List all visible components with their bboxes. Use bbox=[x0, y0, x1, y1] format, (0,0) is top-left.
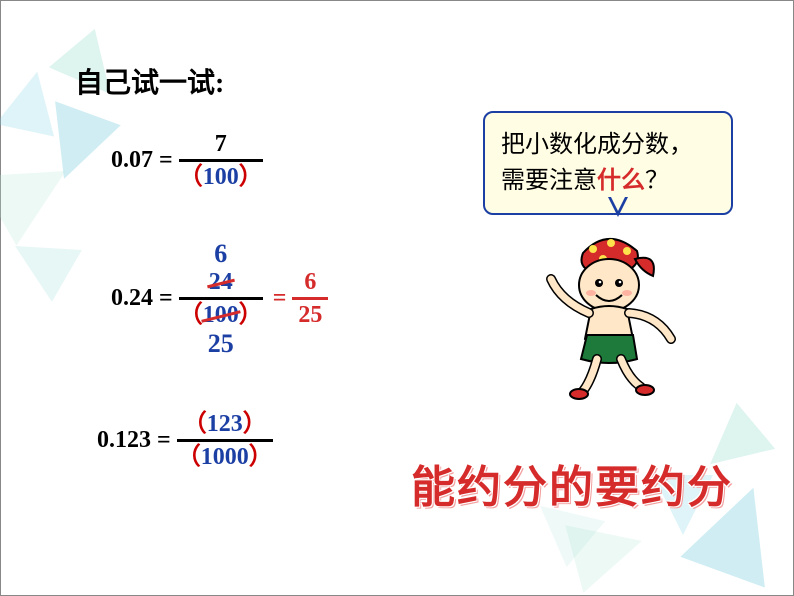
eq2-fraction: 24 （100） bbox=[179, 269, 263, 329]
eq2-result-den: 25 bbox=[298, 302, 322, 328]
eq1-fraction: 7 （100） bbox=[179, 131, 263, 191]
equals-sign: = bbox=[273, 285, 287, 312]
eq1-denominator: （100） bbox=[179, 164, 263, 190]
eq3-lhs: 0.123 bbox=[97, 427, 151, 454]
speech-line2-b: ？ bbox=[645, 168, 669, 194]
speech-line1: 把小数化成分数， bbox=[501, 132, 693, 158]
conclusion-text: 能约分的要约分 bbox=[411, 451, 733, 515]
speech-line2-a: 需要注意 bbox=[501, 168, 597, 194]
equals-sign: = bbox=[157, 427, 171, 454]
eq2-denominator: （100） bbox=[179, 302, 263, 328]
eq2-reduced-bottom: 25 bbox=[179, 329, 263, 359]
equals-sign: = bbox=[159, 147, 173, 174]
eq1-numerator: 7 bbox=[215, 131, 227, 157]
eq2-reduced-top: 6 bbox=[179, 239, 263, 269]
eq3-numerator: （123） bbox=[183, 411, 267, 437]
cartoon-child-icon bbox=[533, 231, 683, 401]
equation-1: 0.07 = 7 （100） bbox=[111, 131, 263, 191]
equation-3: 0.123 = （123） （1000） bbox=[97, 411, 273, 471]
equals-sign: = bbox=[159, 285, 173, 312]
eq2-result-num: 6 bbox=[304, 269, 316, 295]
eq2-lhs: 0.24 bbox=[111, 285, 153, 312]
eq3-denominator: （1000） bbox=[177, 444, 273, 470]
eq1-lhs: 0.07 bbox=[111, 147, 153, 174]
speech-line2-hl: 什么 bbox=[597, 168, 645, 194]
speech-bubble-tail bbox=[608, 197, 628, 217]
eq2-numerator: 24 bbox=[209, 269, 233, 295]
eq2-result-fraction: 6 25 bbox=[292, 269, 328, 329]
equation-2: 0.24 = 6 24 （100） 25 = 6 25 bbox=[111, 269, 328, 329]
eq3-fraction: （123） （1000） bbox=[177, 411, 273, 471]
slide-title: 自己试一试: bbox=[75, 61, 224, 101]
